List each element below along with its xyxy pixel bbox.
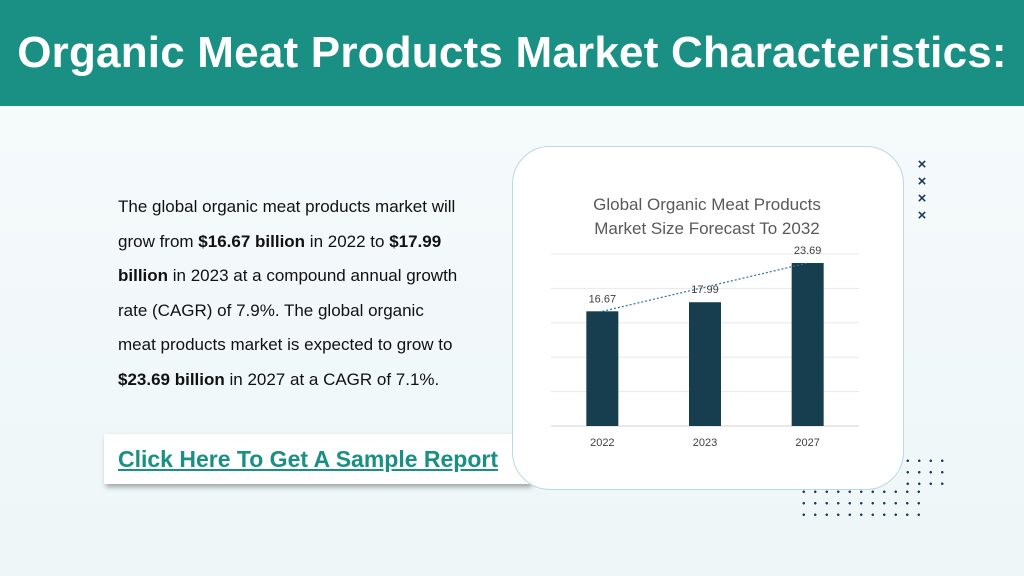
market-size-chart: Global Organic Meat Products Market Size … bbox=[551, 195, 859, 449]
market-description: The global organic meat products market … bbox=[118, 190, 458, 397]
x-mark-icon: × bbox=[917, 156, 927, 173]
bar bbox=[586, 311, 619, 426]
chart-title-line: Global Organic Meat Products bbox=[593, 195, 821, 214]
sample-report-link[interactable]: Click Here To Get A Sample Report bbox=[118, 445, 499, 472]
highlight-value: $17.99 billion bbox=[118, 231, 442, 286]
bar bbox=[689, 302, 721, 426]
x-mark-icon: × bbox=[917, 190, 927, 207]
sample-report-box: Click Here To Get A Sample Report bbox=[104, 434, 530, 484]
x-mark-icon: × bbox=[917, 207, 927, 224]
bar bbox=[791, 263, 824, 426]
body-text-segment: in 2022 to bbox=[305, 231, 390, 251]
x-tick-label: 2027 bbox=[795, 437, 819, 449]
dots-decoration-bottom bbox=[798, 486, 920, 518]
x-tick-label: 2023 bbox=[693, 437, 717, 449]
header-banner: Organic Meat Products Market Characteris… bbox=[0, 0, 1024, 106]
trend-line bbox=[602, 262, 808, 312]
x-mark-icon: × bbox=[917, 173, 927, 190]
page-title: Organic Meat Products Market Characteris… bbox=[17, 28, 1007, 77]
chart-title-line: Market Size Forecast To 2032 bbox=[594, 219, 820, 238]
body-text-segment: The global organic meat products market … bbox=[118, 197, 456, 251]
highlight-value: $23.69 billion bbox=[118, 369, 225, 389]
body-text-segment: in 2027 at a CAGR of 7.1%. bbox=[224, 369, 440, 389]
data-label: 23.69 bbox=[794, 245, 822, 257]
data-label: 16.67 bbox=[589, 293, 617, 305]
dots-decoration-top bbox=[902, 455, 952, 485]
data-label: 17.99 bbox=[691, 284, 719, 296]
x-tick-label: 2022 bbox=[590, 437, 614, 449]
x-marks-decoration: × × × × bbox=[914, 156, 930, 224]
chart-card: Global Organic Meat Products Market Size … bbox=[512, 146, 904, 490]
highlight-value: $16.67 billion bbox=[198, 231, 306, 251]
body-text-segment: in 2023 at a compound annual growth rate… bbox=[118, 266, 458, 354]
